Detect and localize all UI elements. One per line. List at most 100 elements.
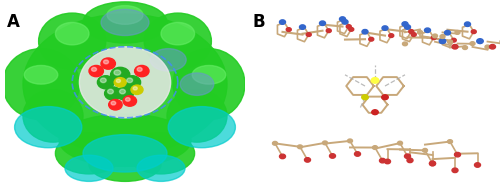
Ellipse shape: [83, 135, 167, 172]
Ellipse shape: [107, 6, 143, 24]
Circle shape: [485, 45, 490, 49]
Circle shape: [430, 161, 436, 166]
Circle shape: [451, 38, 456, 42]
Circle shape: [111, 101, 116, 105]
Ellipse shape: [2, 49, 80, 120]
Circle shape: [404, 154, 410, 158]
Circle shape: [372, 110, 378, 115]
Circle shape: [422, 148, 428, 152]
Circle shape: [300, 25, 306, 29]
Circle shape: [110, 67, 130, 82]
Circle shape: [120, 89, 126, 94]
Ellipse shape: [161, 22, 194, 45]
Circle shape: [320, 21, 326, 25]
Circle shape: [134, 65, 149, 77]
Ellipse shape: [128, 133, 194, 174]
Circle shape: [477, 39, 483, 44]
Circle shape: [455, 30, 460, 34]
Circle shape: [100, 78, 106, 83]
Ellipse shape: [150, 49, 186, 71]
Circle shape: [380, 158, 386, 163]
Circle shape: [108, 99, 122, 110]
Ellipse shape: [83, 2, 167, 43]
Circle shape: [411, 33, 416, 36]
Circle shape: [402, 22, 408, 26]
Circle shape: [382, 26, 388, 30]
Circle shape: [464, 22, 470, 26]
Text: B: B: [252, 13, 265, 31]
Ellipse shape: [65, 155, 113, 181]
Circle shape: [92, 68, 96, 71]
Circle shape: [280, 154, 285, 159]
Ellipse shape: [14, 107, 82, 148]
Circle shape: [131, 85, 143, 94]
Circle shape: [304, 158, 310, 162]
Ellipse shape: [24, 65, 58, 84]
Circle shape: [382, 95, 388, 100]
Circle shape: [398, 141, 402, 145]
Ellipse shape: [23, 90, 83, 142]
Circle shape: [298, 145, 302, 149]
Ellipse shape: [80, 47, 170, 118]
Circle shape: [371, 78, 379, 83]
Circle shape: [114, 70, 120, 75]
Ellipse shape: [89, 148, 161, 181]
Circle shape: [89, 65, 104, 77]
Circle shape: [116, 87, 134, 100]
Circle shape: [124, 76, 140, 89]
Circle shape: [362, 95, 368, 100]
Ellipse shape: [137, 155, 185, 181]
Circle shape: [340, 17, 345, 21]
Circle shape: [418, 30, 422, 34]
Circle shape: [108, 89, 114, 94]
Circle shape: [470, 42, 475, 45]
Circle shape: [348, 139, 352, 143]
Circle shape: [330, 154, 336, 158]
Circle shape: [280, 20, 285, 24]
Circle shape: [126, 78, 132, 83]
Ellipse shape: [59, 114, 191, 166]
Circle shape: [369, 37, 374, 41]
Circle shape: [342, 20, 348, 24]
Ellipse shape: [23, 14, 227, 154]
Circle shape: [137, 68, 142, 71]
Circle shape: [133, 87, 138, 90]
Circle shape: [104, 60, 108, 64]
Circle shape: [424, 28, 430, 33]
Circle shape: [432, 34, 438, 38]
Circle shape: [490, 45, 496, 49]
Circle shape: [349, 27, 354, 31]
Circle shape: [407, 158, 413, 163]
Circle shape: [430, 161, 436, 166]
Ellipse shape: [144, 13, 212, 69]
Ellipse shape: [56, 133, 122, 174]
Text: A: A: [8, 13, 20, 31]
Circle shape: [440, 35, 445, 39]
Circle shape: [402, 42, 407, 46]
Ellipse shape: [167, 90, 227, 142]
Circle shape: [116, 79, 120, 82]
Ellipse shape: [173, 49, 245, 120]
Circle shape: [462, 46, 468, 50]
Circle shape: [471, 30, 476, 33]
Circle shape: [440, 39, 446, 44]
Circle shape: [326, 29, 331, 33]
Circle shape: [101, 58, 116, 69]
Circle shape: [454, 152, 460, 157]
Circle shape: [448, 40, 452, 44]
Circle shape: [114, 78, 126, 87]
Circle shape: [306, 33, 311, 36]
Ellipse shape: [180, 73, 214, 95]
Ellipse shape: [56, 22, 89, 45]
Circle shape: [389, 34, 394, 37]
Circle shape: [384, 159, 390, 164]
Ellipse shape: [192, 65, 226, 84]
Circle shape: [98, 76, 114, 89]
Circle shape: [123, 96, 136, 106]
Circle shape: [346, 25, 351, 28]
Circle shape: [272, 141, 278, 145]
Circle shape: [372, 146, 378, 149]
Circle shape: [474, 163, 480, 167]
Circle shape: [404, 25, 410, 29]
Circle shape: [431, 36, 436, 40]
